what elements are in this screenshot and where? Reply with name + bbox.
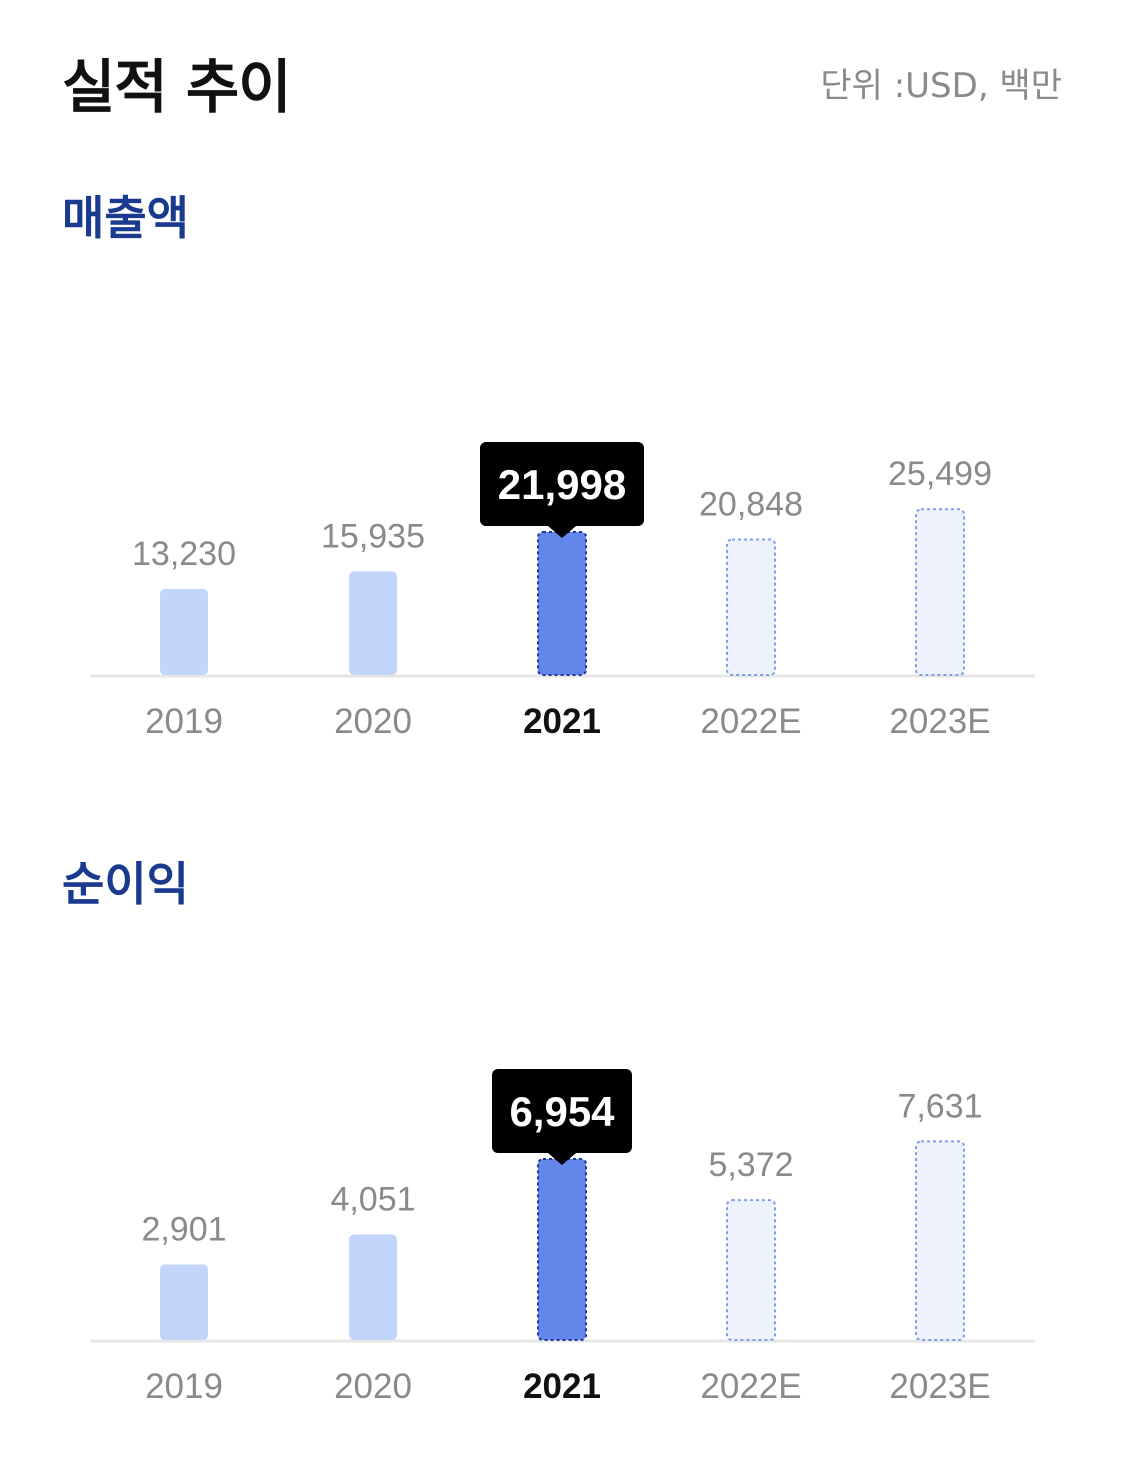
net-income-value-label-2021: 6,954 xyxy=(509,1088,615,1135)
revenue-value-label-2022e: 20,848 xyxy=(699,485,803,523)
net-income-bar-2020 xyxy=(349,1234,397,1340)
net-income-value-label-2020: 4,051 xyxy=(330,1181,415,1219)
net-income-x-tick-2020[interactable]: 2020 xyxy=(334,1367,412,1406)
net-income-x-tick-2019[interactable]: 2019 xyxy=(145,1367,223,1406)
net-income-section-title: 순이익 xyxy=(62,857,189,911)
revenue-tooltip-pointer xyxy=(548,526,576,538)
net-income-value-label-2022e: 5,372 xyxy=(708,1146,793,1184)
revenue-bar-2019 xyxy=(160,588,208,675)
net-income-bar-2023e xyxy=(915,1140,965,1341)
unit-note: 단위 :USD, 백만 xyxy=(820,66,1062,106)
revenue-bar-2020 xyxy=(349,571,397,675)
revenue-x-tick-2023e[interactable]: 2023E xyxy=(889,702,990,741)
revenue-x-tick-2020[interactable]: 2020 xyxy=(334,702,412,741)
revenue-x-tick-2022e[interactable]: 2022E xyxy=(700,702,801,741)
net-income-tooltip xyxy=(492,1069,632,1153)
net-income-bar-2022e xyxy=(726,1199,776,1341)
net-income-chart: 2,901 2019 4,051 2020 6,954 2021 5,372 2022E 7,6… xyxy=(90,1069,1035,1406)
revenue-value-label-2019: 13,230 xyxy=(132,535,236,573)
net-income-bar-2021 xyxy=(537,1158,587,1341)
revenue-bar-2023e xyxy=(915,508,965,677)
revenue-value-label-2023e: 25,499 xyxy=(888,455,992,493)
revenue-x-tick-2019[interactable]: 2019 xyxy=(145,702,223,741)
revenue-bar-2021 xyxy=(537,531,587,676)
revenue-tooltip xyxy=(480,442,644,526)
revenue-x-tick-2021[interactable]: 2021 xyxy=(523,702,601,741)
net-income-tooltip-pointer xyxy=(548,1153,576,1165)
net-income-x-tick-2022e[interactable]: 2022E xyxy=(700,1367,801,1406)
net-income-value-label-2019: 2,901 xyxy=(141,1210,226,1248)
revenue-value-label-2021: 21,998 xyxy=(498,461,626,508)
revenue-chart: 13,230 2019 15,935 2020 21,998 2021 20,848 2022… xyxy=(90,442,1035,741)
page-title: 실적 추이 xyxy=(62,53,292,121)
revenue-value-label-2020: 15,935 xyxy=(321,517,425,555)
revenue-section-title: 매출액 xyxy=(62,191,189,245)
net-income-x-tick-2021[interactable]: 2021 xyxy=(523,1367,601,1406)
header: 실적 추이 단위 :USD, 백만 xyxy=(62,40,1062,121)
revenue-bar-2022e xyxy=(726,538,776,676)
net-income-value-label-2023e: 7,631 xyxy=(897,1087,982,1125)
net-income-x-tick-2023e[interactable]: 2023E xyxy=(889,1367,990,1406)
net-income-bar-2019 xyxy=(160,1264,208,1340)
